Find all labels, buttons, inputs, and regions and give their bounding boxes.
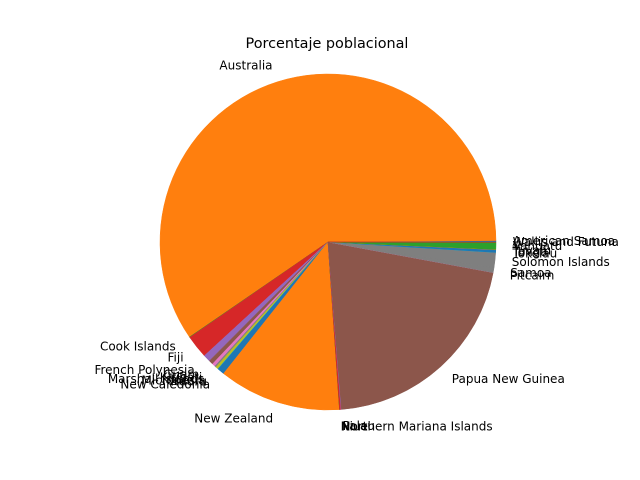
- pie-slice-australia: [159, 73, 497, 338]
- pie-label-samoa: Samoa: [510, 266, 551, 280]
- pie-slices: [159, 73, 497, 411]
- pie-label-palau: Palau: [343, 419, 375, 433]
- pie-label-australia: Australia: [219, 59, 272, 73]
- pie-label-tokelau: Tokelau: [511, 246, 557, 260]
- pie-labels: American Samoa Australia Cook IslandsFijiF…: [94, 59, 618, 434]
- pie-label-wallis-and-futuna: Wallis and Futuna: [513, 235, 619, 249]
- pie-label-tuvalu: Tuvalu: [512, 243, 552, 257]
- pie-label-cook-islands: Cook Islands: [100, 340, 176, 354]
- pie-label-papua-new-guinea: Papua New Guinea: [452, 372, 565, 386]
- pie-label-american-samoa: American Samoa: [513, 234, 615, 248]
- pie-label-marshall-islands: Marshall Islands: [108, 372, 204, 386]
- pie-label-pitcairn: Pitcairn: [510, 269, 555, 283]
- pie-label-fiji: Fiji: [168, 350, 184, 364]
- chart-title: Porcentaje poblacional: [246, 36, 409, 52]
- pie-label-micronesia: Micronesia: [142, 374, 206, 388]
- pie-label-nauru: Nauru: [170, 375, 206, 389]
- pie-label-solomon-islands: Solomon Islands: [512, 255, 610, 269]
- pie-label-new-caledonia: New Caledonia: [120, 377, 210, 391]
- pie-label-niue: Niue: [341, 419, 368, 433]
- pie-label-kiribati: Kiribati: [160, 370, 202, 384]
- pie-label-northern-mariana-islands: Northern Mariana Islands: [341, 419, 492, 433]
- pie-label-guam: Guam: [163, 368, 199, 382]
- pie-label-vanuatu: Vanuatu: [513, 239, 563, 253]
- pie-label-french-polynesia: French Polynesia: [94, 363, 194, 377]
- pie-label-tonga: Tonga: [512, 245, 548, 259]
- pie-slice-papua-new-guinea: [327, 241, 494, 410]
- pie-slice-new-zealand: [223, 241, 340, 411]
- pie-label-new-zealand: New Zealand: [194, 411, 273, 425]
